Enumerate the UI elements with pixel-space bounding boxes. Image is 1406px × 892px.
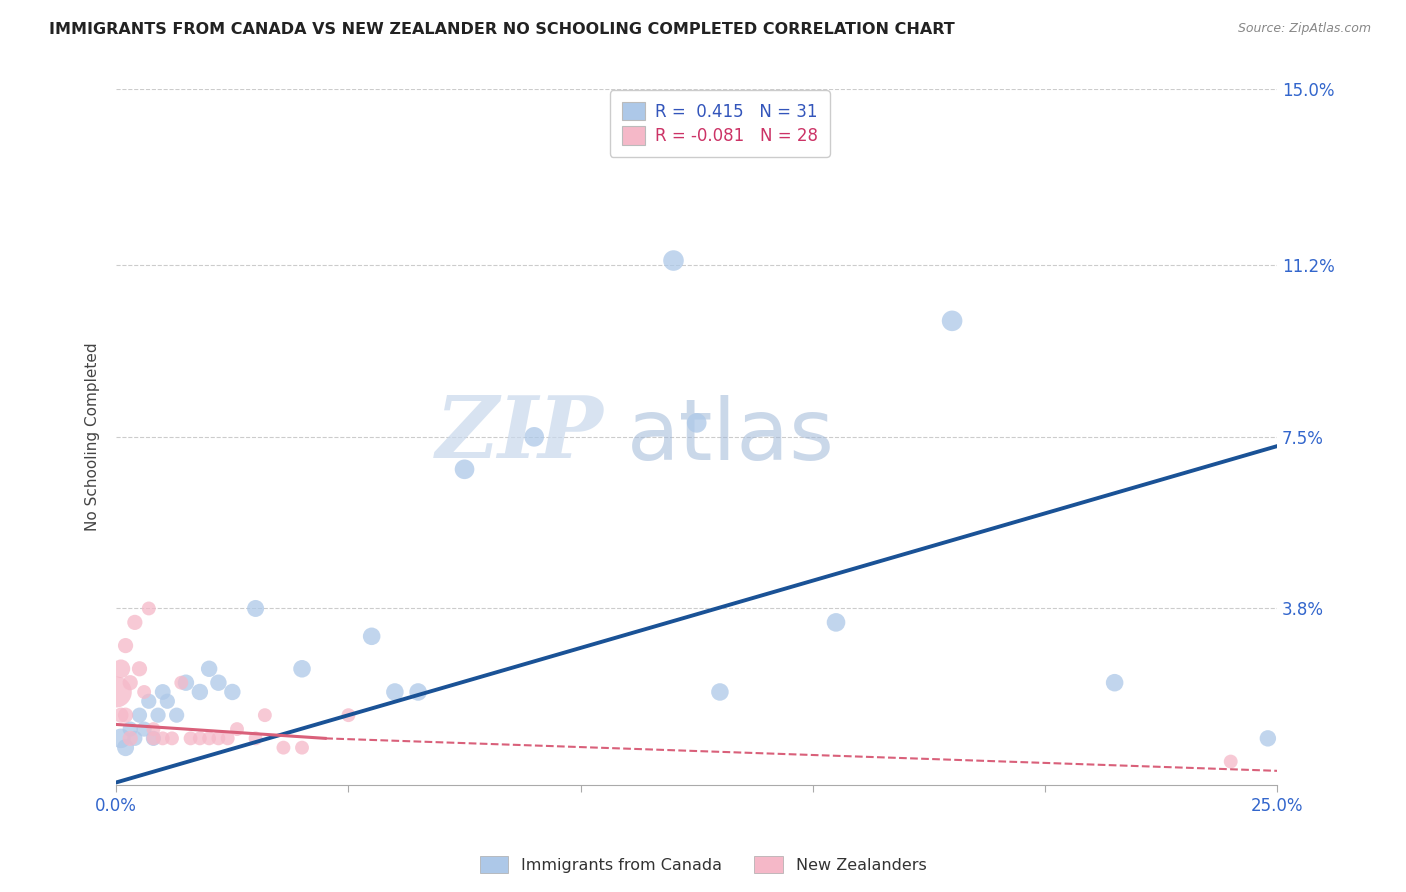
Point (114, 740, 136, 755)
Point (152, 685, 174, 699)
Point (156, 694, 179, 708)
Point (166, 708, 188, 723)
Point (110, 731, 132, 746)
Text: ZIP: ZIP (436, 392, 603, 475)
Point (188, 731, 211, 746)
Legend: R =  0.415   N = 31, R = -0.081   N = 28: R = 0.415 N = 31, R = -0.081 N = 28 (610, 90, 830, 157)
Text: atlas: atlas (627, 395, 835, 478)
Point (291, 740, 314, 755)
Point (226, 722, 249, 736)
Point (245, 731, 267, 746)
Point (124, 615, 146, 630)
Point (662, 253, 685, 268)
Point (110, 662, 132, 676)
Text: Source: ZipAtlas.com: Source: ZipAtlas.com (1237, 22, 1371, 36)
Point (1219, 755, 1241, 769)
Point (198, 731, 221, 746)
Point (273, 740, 295, 755)
Point (120, 722, 142, 736)
Point (523, 430, 546, 444)
Point (124, 731, 146, 746)
Point (152, 731, 174, 746)
Point (180, 731, 202, 746)
Point (188, 685, 211, 699)
Point (128, 662, 150, 676)
Point (406, 685, 429, 699)
Point (142, 731, 165, 746)
Point (105, 685, 128, 699)
Point (138, 601, 160, 615)
Point (160, 731, 183, 746)
Point (941, 314, 963, 328)
Point (291, 662, 314, 676)
Point (1104, 675, 1126, 690)
Point (253, 708, 276, 723)
Point (134, 685, 156, 699)
Point (709, 685, 731, 699)
Point (221, 685, 243, 699)
Point (825, 615, 848, 630)
Point (114, 639, 136, 653)
Point (686, 416, 709, 430)
Point (146, 708, 169, 723)
Point (114, 708, 136, 723)
Y-axis label: No Schooling Completed: No Schooling Completed (86, 343, 100, 531)
Point (110, 708, 132, 723)
Point (142, 731, 165, 746)
Point (134, 722, 156, 736)
Point (217, 731, 239, 746)
Point (170, 675, 193, 690)
Legend: Immigrants from Canada, New Zealanders: Immigrants from Canada, New Zealanders (474, 849, 932, 880)
Point (337, 708, 360, 723)
Point (142, 722, 165, 736)
Point (120, 675, 142, 690)
Point (1257, 731, 1279, 746)
Point (207, 731, 229, 746)
Point (138, 694, 160, 708)
Point (128, 708, 150, 723)
Text: IMMIGRANTS FROM CANADA VS NEW ZEALANDER NO SCHOOLING COMPLETED CORRELATION CHART: IMMIGRANTS FROM CANADA VS NEW ZEALANDER … (49, 22, 955, 37)
Point (174, 675, 197, 690)
Point (360, 629, 382, 643)
Point (453, 462, 475, 476)
Point (120, 731, 142, 746)
Point (198, 662, 221, 676)
Point (245, 601, 267, 615)
Point (207, 675, 229, 690)
Point (384, 685, 406, 699)
